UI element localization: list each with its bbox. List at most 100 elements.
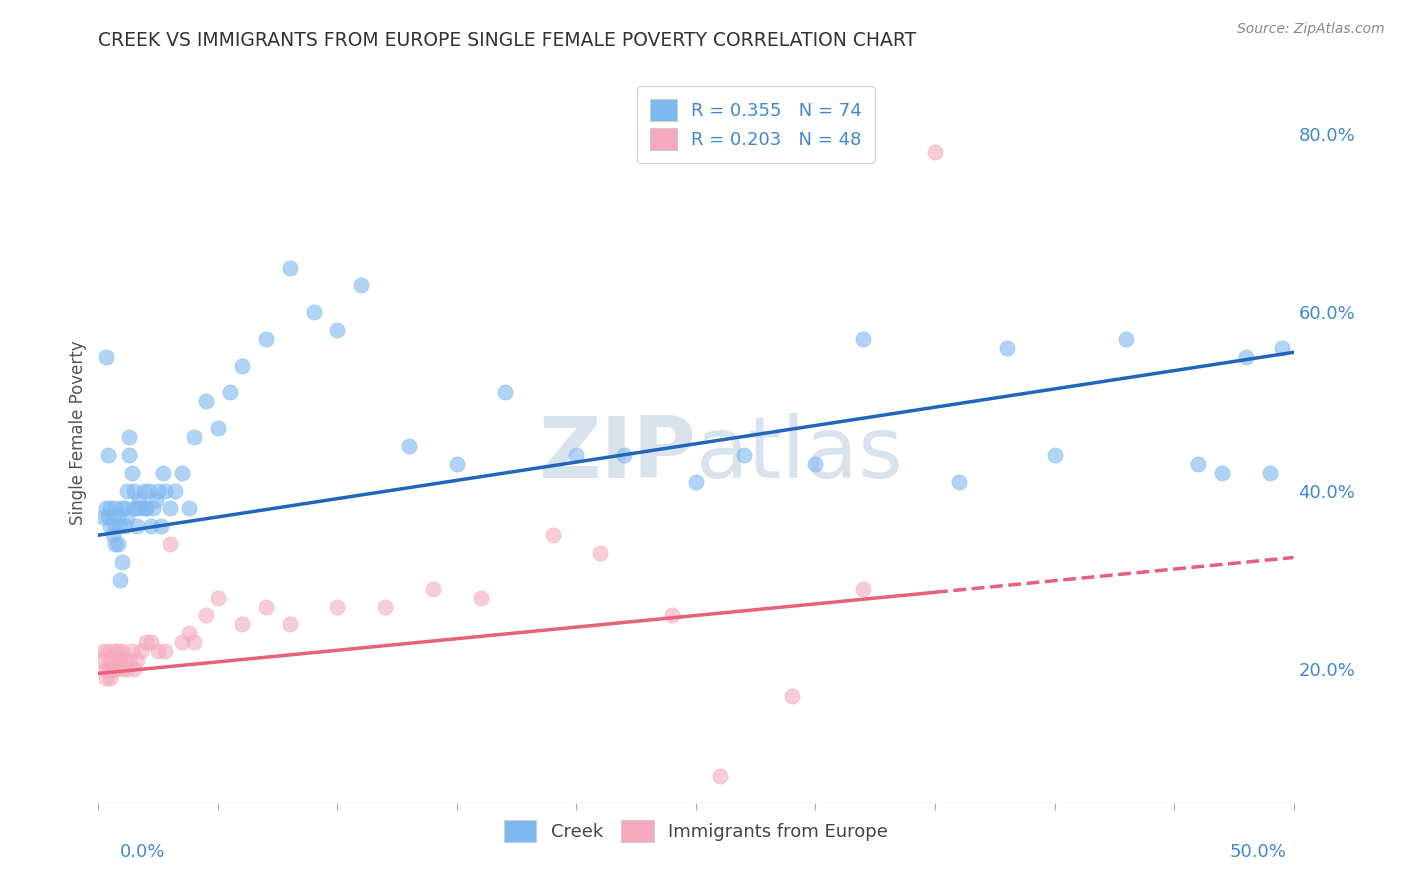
Point <box>661 608 683 623</box>
Point <box>91 644 114 658</box>
Point <box>1043 448 1066 462</box>
Point <box>1258 466 1281 480</box>
Point <box>1211 466 1233 480</box>
Text: Source: ZipAtlas.com: Source: ZipAtlas.com <box>1237 22 1385 37</box>
Point <box>159 501 181 516</box>
Point <box>94 501 117 516</box>
Point <box>995 341 1018 355</box>
Point <box>121 644 143 658</box>
Point <box>613 448 636 462</box>
Point <box>163 483 186 498</box>
Point <box>118 448 141 462</box>
Point <box>98 501 122 516</box>
Point <box>1271 341 1294 355</box>
Point <box>709 769 731 783</box>
Point <box>115 483 138 498</box>
Point <box>131 501 153 516</box>
Point <box>114 501 136 516</box>
Point <box>135 635 157 649</box>
Point <box>108 653 131 667</box>
Point <box>107 510 129 524</box>
Point <box>948 475 970 489</box>
Point <box>124 483 146 498</box>
Point <box>139 635 162 649</box>
Point <box>114 519 136 533</box>
Point <box>125 519 148 533</box>
Point <box>733 448 755 462</box>
Point <box>107 644 129 658</box>
Point <box>107 653 129 667</box>
Point <box>148 483 170 498</box>
Text: CREEK VS IMMIGRANTS FROM EUROPE SINGLE FEMALE POVERTY CORRELATION CHART: CREEK VS IMMIGRANTS FROM EUROPE SINGLE F… <box>98 30 917 50</box>
Point <box>145 492 167 507</box>
Point <box>104 519 127 533</box>
Point <box>97 662 120 676</box>
Point <box>195 394 218 409</box>
Point <box>152 466 174 480</box>
Point <box>446 457 468 471</box>
Point <box>111 555 134 569</box>
Point <box>494 385 516 400</box>
Point <box>111 501 134 516</box>
Text: 50.0%: 50.0% <box>1230 843 1286 861</box>
Point <box>101 528 124 542</box>
Point <box>148 644 170 658</box>
Point <box>149 519 172 533</box>
Point <box>924 145 946 159</box>
Point <box>1187 457 1209 471</box>
Point <box>138 483 160 498</box>
Legend: Creek, Immigrants from Europe: Creek, Immigrants from Europe <box>496 813 896 849</box>
Point <box>114 653 136 667</box>
Point <box>115 662 138 676</box>
Point <box>254 332 277 346</box>
Point <box>780 689 803 703</box>
Point <box>326 599 349 614</box>
Point <box>179 501 201 516</box>
Point <box>94 662 117 676</box>
Point <box>278 260 301 275</box>
Point <box>90 653 112 667</box>
Point <box>326 323 349 337</box>
Point <box>124 662 146 676</box>
Point <box>97 510 120 524</box>
Point <box>98 653 122 667</box>
Point <box>101 662 124 676</box>
Point <box>278 617 301 632</box>
Point <box>804 457 827 471</box>
Point <box>111 662 134 676</box>
Point <box>135 501 157 516</box>
Point <box>219 385 242 400</box>
Point <box>207 591 229 605</box>
Point <box>685 475 707 489</box>
Y-axis label: Single Female Poverty: Single Female Poverty <box>69 341 87 524</box>
Point <box>108 519 131 533</box>
Point <box>159 537 181 551</box>
Point <box>565 448 588 462</box>
Point <box>107 537 129 551</box>
Point <box>104 662 127 676</box>
Point <box>125 501 148 516</box>
Point <box>94 671 117 685</box>
Point <box>231 359 253 373</box>
Point <box>398 439 420 453</box>
Point <box>231 617 253 632</box>
Point <box>172 635 194 649</box>
Point <box>118 653 141 667</box>
Point <box>104 644 127 658</box>
Point <box>183 430 205 444</box>
Point <box>118 430 141 444</box>
Point <box>852 582 875 596</box>
Point <box>155 483 177 498</box>
Point <box>1115 332 1137 346</box>
Point <box>94 350 117 364</box>
Point <box>541 528 564 542</box>
Point <box>422 582 444 596</box>
Point <box>91 510 114 524</box>
Point <box>302 305 325 319</box>
Point <box>97 448 120 462</box>
Point <box>254 599 277 614</box>
Point <box>852 332 875 346</box>
Point <box>172 466 194 480</box>
Point <box>115 510 138 524</box>
Point <box>1234 350 1257 364</box>
